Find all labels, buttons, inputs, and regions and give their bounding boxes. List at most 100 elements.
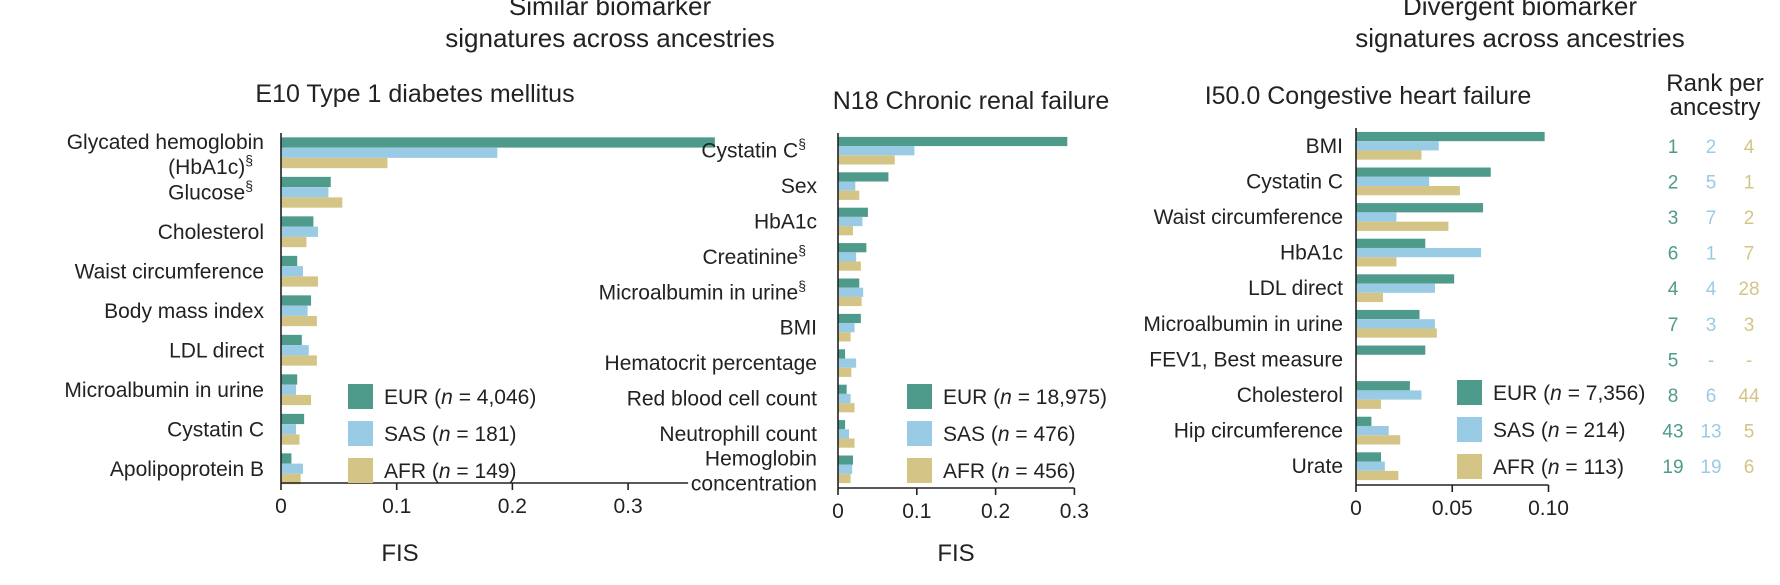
x-tick-label: 0.1 — [382, 495, 411, 518]
rank-sas: - — [1708, 350, 1714, 371]
bar-sas — [838, 287, 864, 297]
category-label: Apolipoprotein B — [110, 458, 264, 481]
category-label-text: Creatinine — [702, 246, 798, 269]
rank-sas: 6 — [1706, 386, 1717, 407]
category-label: Glycated hemoglobin (HbA1c)§ — [67, 131, 264, 179]
rank-eur: 6 — [1668, 244, 1679, 265]
legend-n-value: 18,975 — [1036, 386, 1100, 409]
bar-afr — [281, 236, 307, 248]
bar-sas — [838, 323, 855, 333]
bar-sas — [281, 384, 297, 395]
legend-n-value: 4,046 — [477, 386, 530, 409]
bar-afr — [281, 473, 301, 485]
legend-n-symbol: n — [441, 386, 453, 409]
rank-afr: 44 — [1738, 386, 1760, 407]
bar-eur — [838, 207, 868, 217]
legend-equals: = — [1012, 386, 1036, 409]
legend-entry-sas: SAS (n = 476) — [943, 423, 1076, 446]
bar-afr — [1356, 399, 1382, 409]
legend-swatch-afr — [1457, 454, 1482, 479]
legend-close-paren: ) — [1619, 419, 1626, 442]
legend-close-paren: ) — [1638, 382, 1645, 405]
bar-afr — [1356, 435, 1401, 445]
bar-sas — [281, 305, 308, 316]
category-label: Red blood cell count — [627, 388, 817, 411]
legend-close-paren: ) — [529, 386, 536, 409]
category-label: LDL direct — [169, 339, 264, 362]
bar-afr — [281, 157, 388, 169]
bar-eur — [838, 384, 847, 394]
legend-n-symbol: n — [439, 423, 451, 446]
bar-eur — [838, 278, 860, 288]
category-label-text: Sex — [781, 175, 818, 198]
category-label: Cystatin C§ — [701, 136, 806, 163]
rank-sas: 19 — [1700, 457, 1721, 478]
legend-n-value: 113 — [1583, 456, 1616, 479]
rank-afr: 7 — [1744, 244, 1755, 265]
bar-sas — [838, 252, 857, 262]
bar-afr — [838, 226, 853, 236]
bar-sas — [838, 146, 915, 156]
rank-eur: 19 — [1662, 457, 1683, 478]
rank-afr: 28 — [1738, 279, 1759, 300]
bar-afr — [838, 332, 851, 342]
legend-series-name: SAS — [1493, 419, 1535, 442]
category-label: BMI — [1306, 135, 1343, 158]
legend-series-name: AFR — [1493, 456, 1535, 479]
bar-afr — [838, 438, 855, 448]
bar-afr — [1356, 221, 1449, 231]
significance-marker: § — [245, 152, 253, 168]
legend-entry-afr: AFR (n = 456) — [943, 460, 1076, 483]
legend-n-symbol: n — [998, 460, 1010, 483]
category-label-text: Microalbumin in urine — [1143, 313, 1343, 336]
legend-open-paren: ( — [1535, 419, 1548, 442]
category-label-text: Cystatin C — [1246, 170, 1343, 193]
header-similar: Similar biomarker signatures across ance… — [400, 0, 820, 54]
rank-afr: 6 — [1744, 457, 1755, 478]
rank-afr: 4 — [1744, 137, 1755, 158]
bar-sas — [281, 226, 319, 237]
rank-sas: 1 — [1706, 244, 1717, 265]
bar-sas — [1356, 390, 1422, 400]
legend-equals: = — [1560, 456, 1584, 479]
category-label-text: Hip circumference — [1174, 420, 1343, 443]
bar-eur — [838, 455, 853, 465]
legend-open-paren: ( — [985, 423, 998, 446]
legend-swatch-afr — [907, 458, 932, 483]
bar-eur — [281, 453, 292, 464]
header-divergent-line1: Divergent biomarker — [1402, 0, 1638, 21]
bar-afr — [281, 434, 300, 445]
rank-table-title-line: Rank per — [1666, 70, 1763, 97]
chart-title: N18 Chronic renal failure — [833, 87, 1110, 115]
category-label: Body mass index — [104, 300, 264, 323]
category-label-text: Hematocrit percentage — [605, 352, 817, 375]
bar-eur — [838, 172, 889, 182]
bar-eur — [1356, 345, 1426, 355]
legend-n-symbol: n — [1550, 382, 1562, 405]
category-label-text: Microalbumin in urine — [64, 379, 264, 402]
category-label: Sex — [781, 175, 818, 198]
category-label-text: BMI — [780, 317, 817, 340]
bar-afr — [281, 276, 319, 287]
bar-afr — [1356, 186, 1460, 196]
bar-afr — [838, 261, 861, 271]
legend-swatch-eur — [907, 384, 932, 409]
rank-eur: 8 — [1668, 386, 1679, 407]
bar-sas — [838, 393, 851, 404]
category-label: Hip circumference — [1174, 420, 1343, 443]
legend-swatch-eur — [1457, 380, 1482, 405]
bar-afr — [838, 155, 895, 165]
category-label: Cystatin C — [167, 418, 264, 441]
category-label: Creatinine§ — [702, 242, 806, 269]
legend-series-name: AFR — [384, 460, 426, 483]
bar-afr — [838, 473, 851, 484]
legend-close-paren: ) — [1617, 456, 1624, 479]
bar-eur — [1356, 452, 1382, 462]
legend-n-symbol: n — [439, 460, 451, 483]
legend-equals: = — [1010, 423, 1034, 446]
bar-eur — [281, 374, 298, 385]
category-label: Neutrophill count — [659, 423, 817, 446]
rank-afr: 2 — [1744, 208, 1755, 229]
legend-open-paren: ( — [428, 386, 441, 409]
